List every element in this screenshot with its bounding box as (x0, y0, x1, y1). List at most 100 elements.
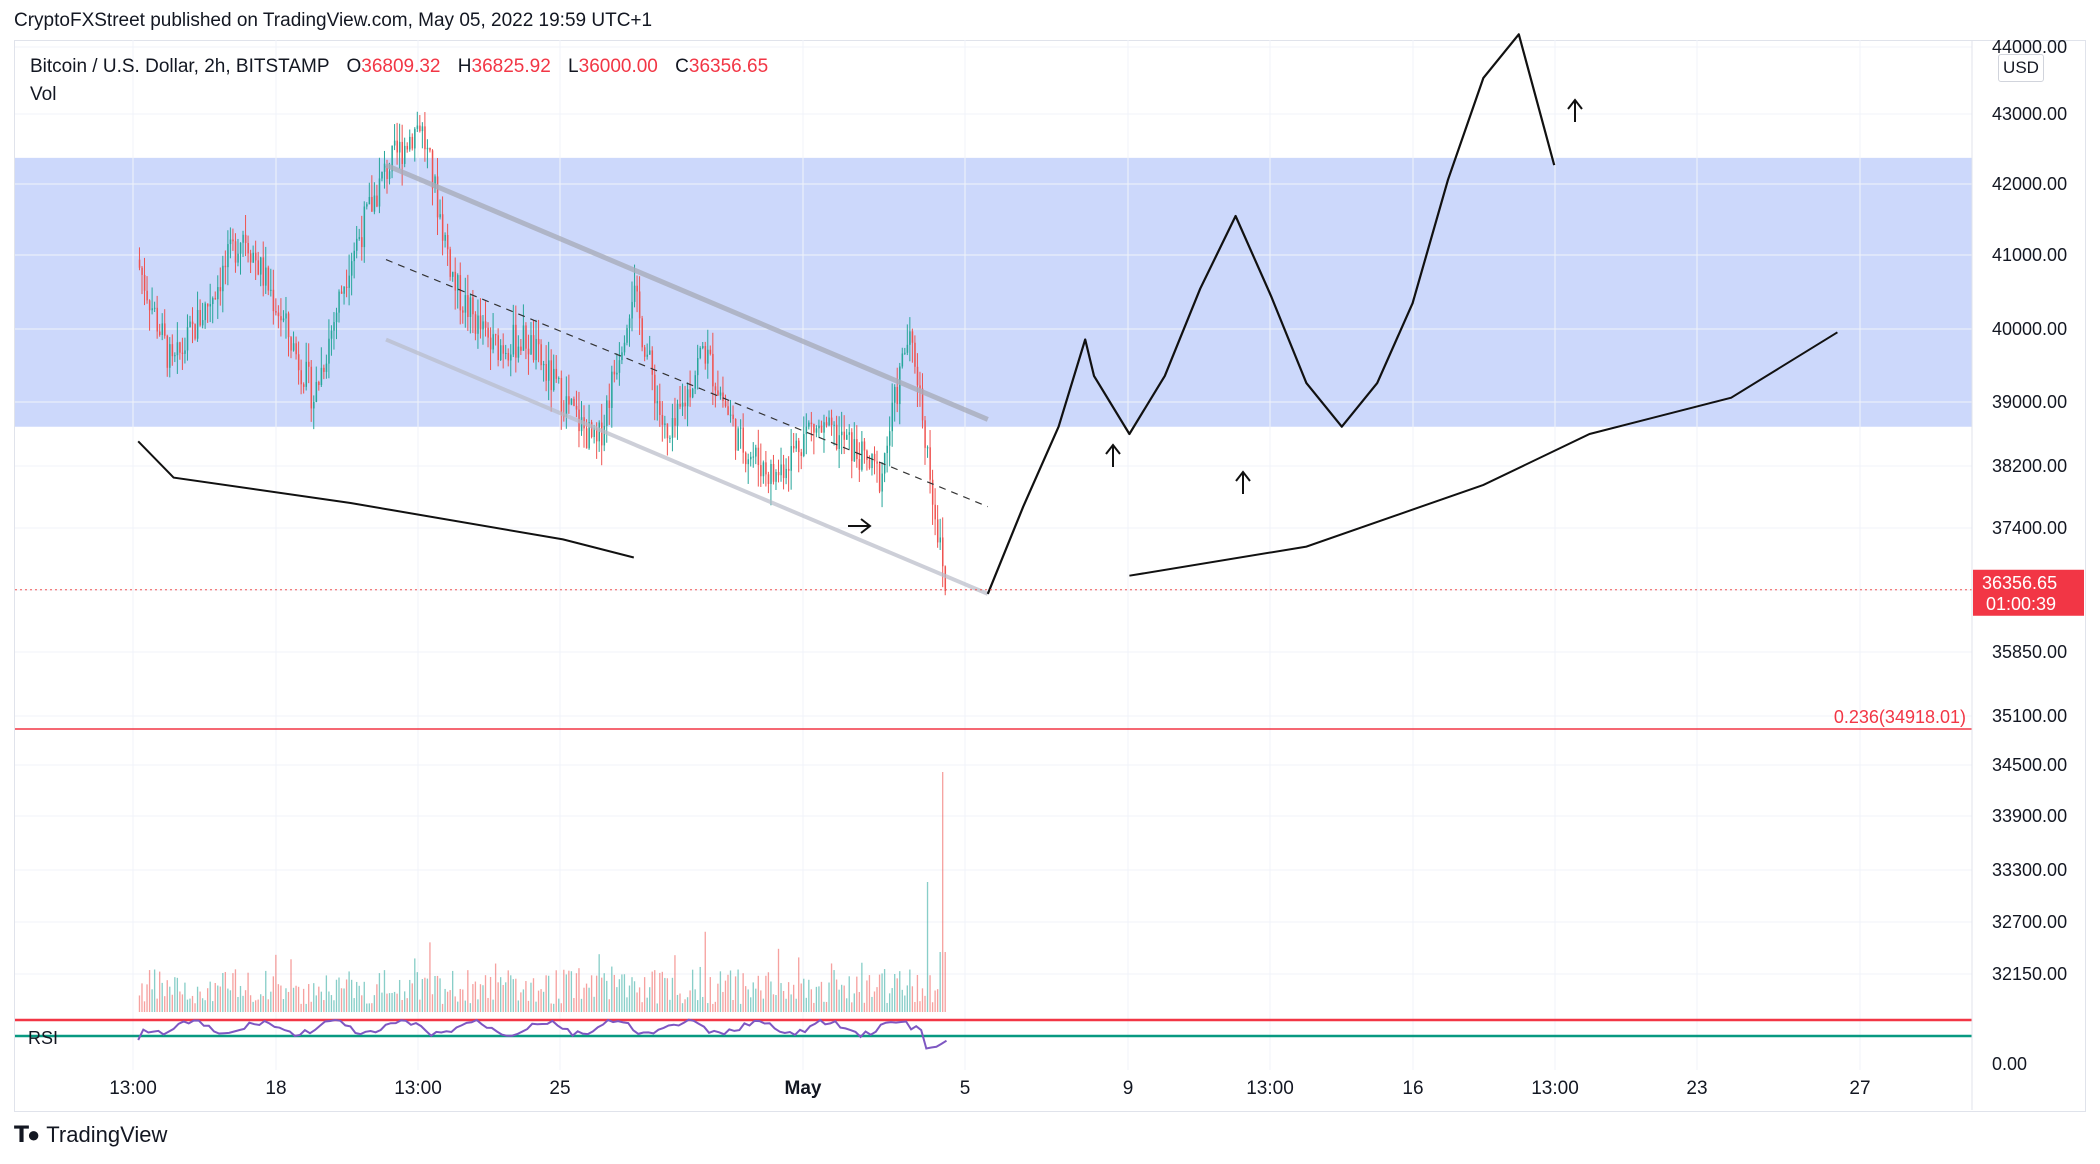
candle-body (148, 300, 151, 311)
candle-body (204, 303, 206, 321)
volume-bar (833, 970, 835, 1012)
candle-body (545, 363, 547, 381)
volume-bar (790, 994, 792, 1012)
candle-body (138, 259, 141, 268)
candle-body (348, 275, 350, 288)
candle-body (166, 335, 169, 368)
candle-body (568, 396, 570, 405)
candle-body (767, 474, 770, 484)
candle-body (482, 321, 484, 330)
last-price-badge (1973, 569, 2084, 616)
volume-bar (262, 995, 264, 1012)
candle-body (462, 310, 464, 313)
candle-body (396, 140, 398, 153)
volume-bar (494, 963, 497, 1012)
volume-bar (765, 975, 767, 1012)
candle-body (338, 291, 340, 313)
volume-bar (734, 976, 737, 1012)
volume-bar (446, 991, 449, 1012)
candle-body (479, 315, 482, 330)
candle-body (669, 437, 671, 439)
volume-bar (646, 997, 648, 1012)
candle-body (282, 318, 285, 321)
volume-bar (661, 971, 663, 1012)
volume-bar (563, 969, 565, 1012)
candle-body (515, 324, 517, 358)
volume-bar (444, 988, 446, 1012)
volume-bar (904, 995, 906, 1012)
volume-bar (580, 998, 583, 1012)
price-tick-label: 43000.00 (1992, 104, 2067, 124)
volume-bar (512, 979, 514, 1012)
candle-body (825, 422, 828, 426)
candle-body (883, 453, 886, 474)
candle-body (851, 432, 853, 462)
price-tick-label: 32700.00 (1992, 912, 2067, 932)
low-value: 36000.00 (578, 56, 658, 77)
candle-body (424, 126, 426, 150)
volume-bar (547, 975, 550, 1012)
volume-bar (681, 1003, 684, 1012)
candle-body (371, 196, 373, 212)
volume-bar (848, 976, 850, 1012)
currency-button[interactable]: USD (1998, 54, 2044, 82)
volume-bar (760, 990, 762, 1012)
candle-body (719, 392, 722, 396)
volume-bar (472, 984, 474, 1012)
volume-bar (530, 982, 532, 1012)
candle-body (452, 271, 454, 277)
volume-bar (484, 975, 487, 1012)
volume-bar (474, 981, 477, 1012)
volume-bar (300, 1003, 302, 1012)
candle-body (909, 331, 911, 345)
volume-bar (608, 999, 610, 1012)
candle-body (684, 402, 686, 407)
volume-bar (148, 970, 151, 1012)
volume-bar (272, 976, 274, 1012)
volume-bar (628, 985, 631, 1012)
candle-body (709, 349, 712, 354)
volume-bar (229, 990, 232, 1012)
candle-body (671, 418, 674, 438)
hand-drawn-arrow (1235, 470, 1251, 494)
volume-bar (434, 976, 436, 1012)
volume-bar (454, 996, 456, 1012)
candle-body (714, 386, 717, 391)
volume-bar (699, 966, 701, 1012)
candle-body (171, 344, 174, 357)
footer-brand[interactable]: TradingView (46, 1122, 168, 1147)
candle-body (926, 447, 929, 449)
candle-body (143, 274, 146, 291)
candle-body (416, 125, 419, 129)
countdown-label: 01:00:39 (1986, 594, 2056, 614)
rsi-line (137, 1018, 948, 1050)
volume-bar (583, 987, 585, 1012)
volume-bar (934, 990, 936, 1012)
candle-body (325, 363, 328, 372)
tradingview-logo-icon[interactable]: 𝗧● (14, 1122, 40, 1147)
candle-body (350, 261, 353, 276)
candle-body (477, 315, 479, 334)
volume-bar (570, 971, 573, 1012)
volume-bar (186, 999, 189, 1012)
volume-bar (452, 970, 454, 1012)
volume-bar (138, 995, 141, 1012)
price-tick-label: 40000.00 (1992, 319, 2067, 339)
volume-bar (830, 963, 833, 1012)
volume-bar (909, 969, 911, 1012)
volume-bar (323, 1000, 325, 1012)
channel-upper-line (385, 162, 989, 422)
candle-body (803, 434, 805, 456)
volume-bar (194, 1003, 196, 1012)
candle-body (570, 398, 573, 405)
volume-bar (308, 984, 310, 1012)
candle-body (161, 323, 164, 335)
candle-body (517, 346, 520, 358)
candle-body (224, 265, 227, 268)
volume-bar (578, 968, 580, 1012)
volume-legend[interactable]: Vol (30, 84, 57, 105)
symbol-title[interactable]: Bitcoin / U.S. Dollar, 2h, BITSTAMP (30, 56, 330, 77)
candle-body (853, 439, 856, 462)
volume-bar (868, 975, 871, 1012)
